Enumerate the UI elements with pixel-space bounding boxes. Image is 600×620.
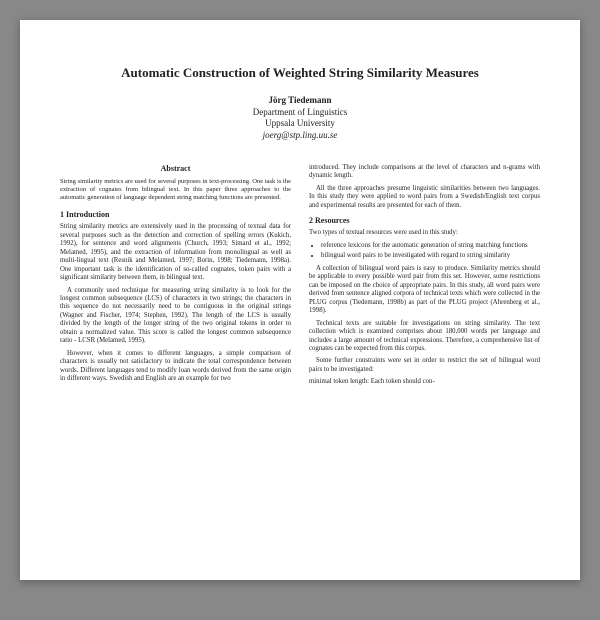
intro-para-3: However, when it comes to different lang… (60, 350, 291, 384)
abstract-heading: Abstract (60, 164, 291, 174)
left-column: Abstract String similarity metrics are u… (60, 164, 291, 391)
author-email: joerg@stp.ling.uu.se (60, 130, 540, 142)
author-dept: Department of Linguistics (60, 107, 540, 119)
section-2-heading: 2 Resources (309, 216, 540, 226)
intro-para-1: String similarity metrics are extensivel… (60, 223, 291, 282)
abstract-text: String similarity metrics are used for s… (60, 178, 291, 202)
author-univ: Uppsala University (60, 118, 540, 130)
list-item: bilingual word pairs to be investigated … (321, 252, 540, 260)
paper-page: Automatic Construction of Weighted Strin… (20, 20, 580, 580)
right-para-4: A collection of bilingual word pairs is … (309, 265, 540, 316)
author-block: Jörg Tiedemann Department of Linguistics… (60, 95, 540, 142)
intro-para-2: A commonly used technique for measuring … (60, 287, 291, 346)
right-para-2: All the three approaches presume linguis… (309, 185, 540, 210)
author-name: Jörg Tiedemann (60, 95, 540, 107)
right-para-7: minimal token length: Each token should … (309, 378, 540, 386)
paper-title: Automatic Construction of Weighted Strin… (60, 65, 540, 81)
resources-intro: Two types of textual resources were used… (309, 229, 540, 237)
section-1-heading: 1 Introduction (60, 210, 291, 220)
right-column: introduced. They include comparisons at … (309, 164, 540, 391)
two-column-body: Abstract String similarity metrics are u… (60, 164, 540, 391)
right-para-5: Technical texts are suitable for investi… (309, 320, 540, 354)
page-bottom-fade (20, 550, 580, 580)
right-para-6: Some further constraints were set in ord… (309, 357, 540, 374)
right-para-1: introduced. They include comparisons at … (309, 164, 540, 181)
list-item: reference lexicons for the automatic gen… (321, 242, 540, 250)
resources-list: reference lexicons for the automatic gen… (321, 242, 540, 261)
